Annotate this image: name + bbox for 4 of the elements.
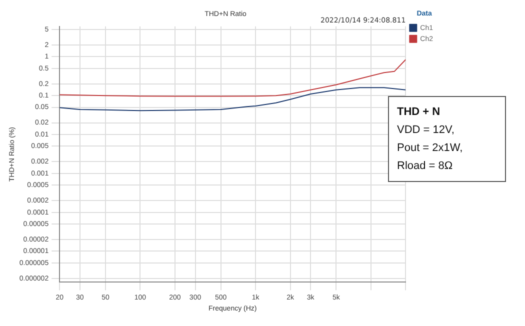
annotation: Rload = 8Ω xyxy=(397,159,454,174)
annotation: Pout = 2x1W, xyxy=(397,141,464,156)
annotation: THD + N xyxy=(397,105,442,120)
annotation: VDD = 12V, xyxy=(397,123,456,138)
